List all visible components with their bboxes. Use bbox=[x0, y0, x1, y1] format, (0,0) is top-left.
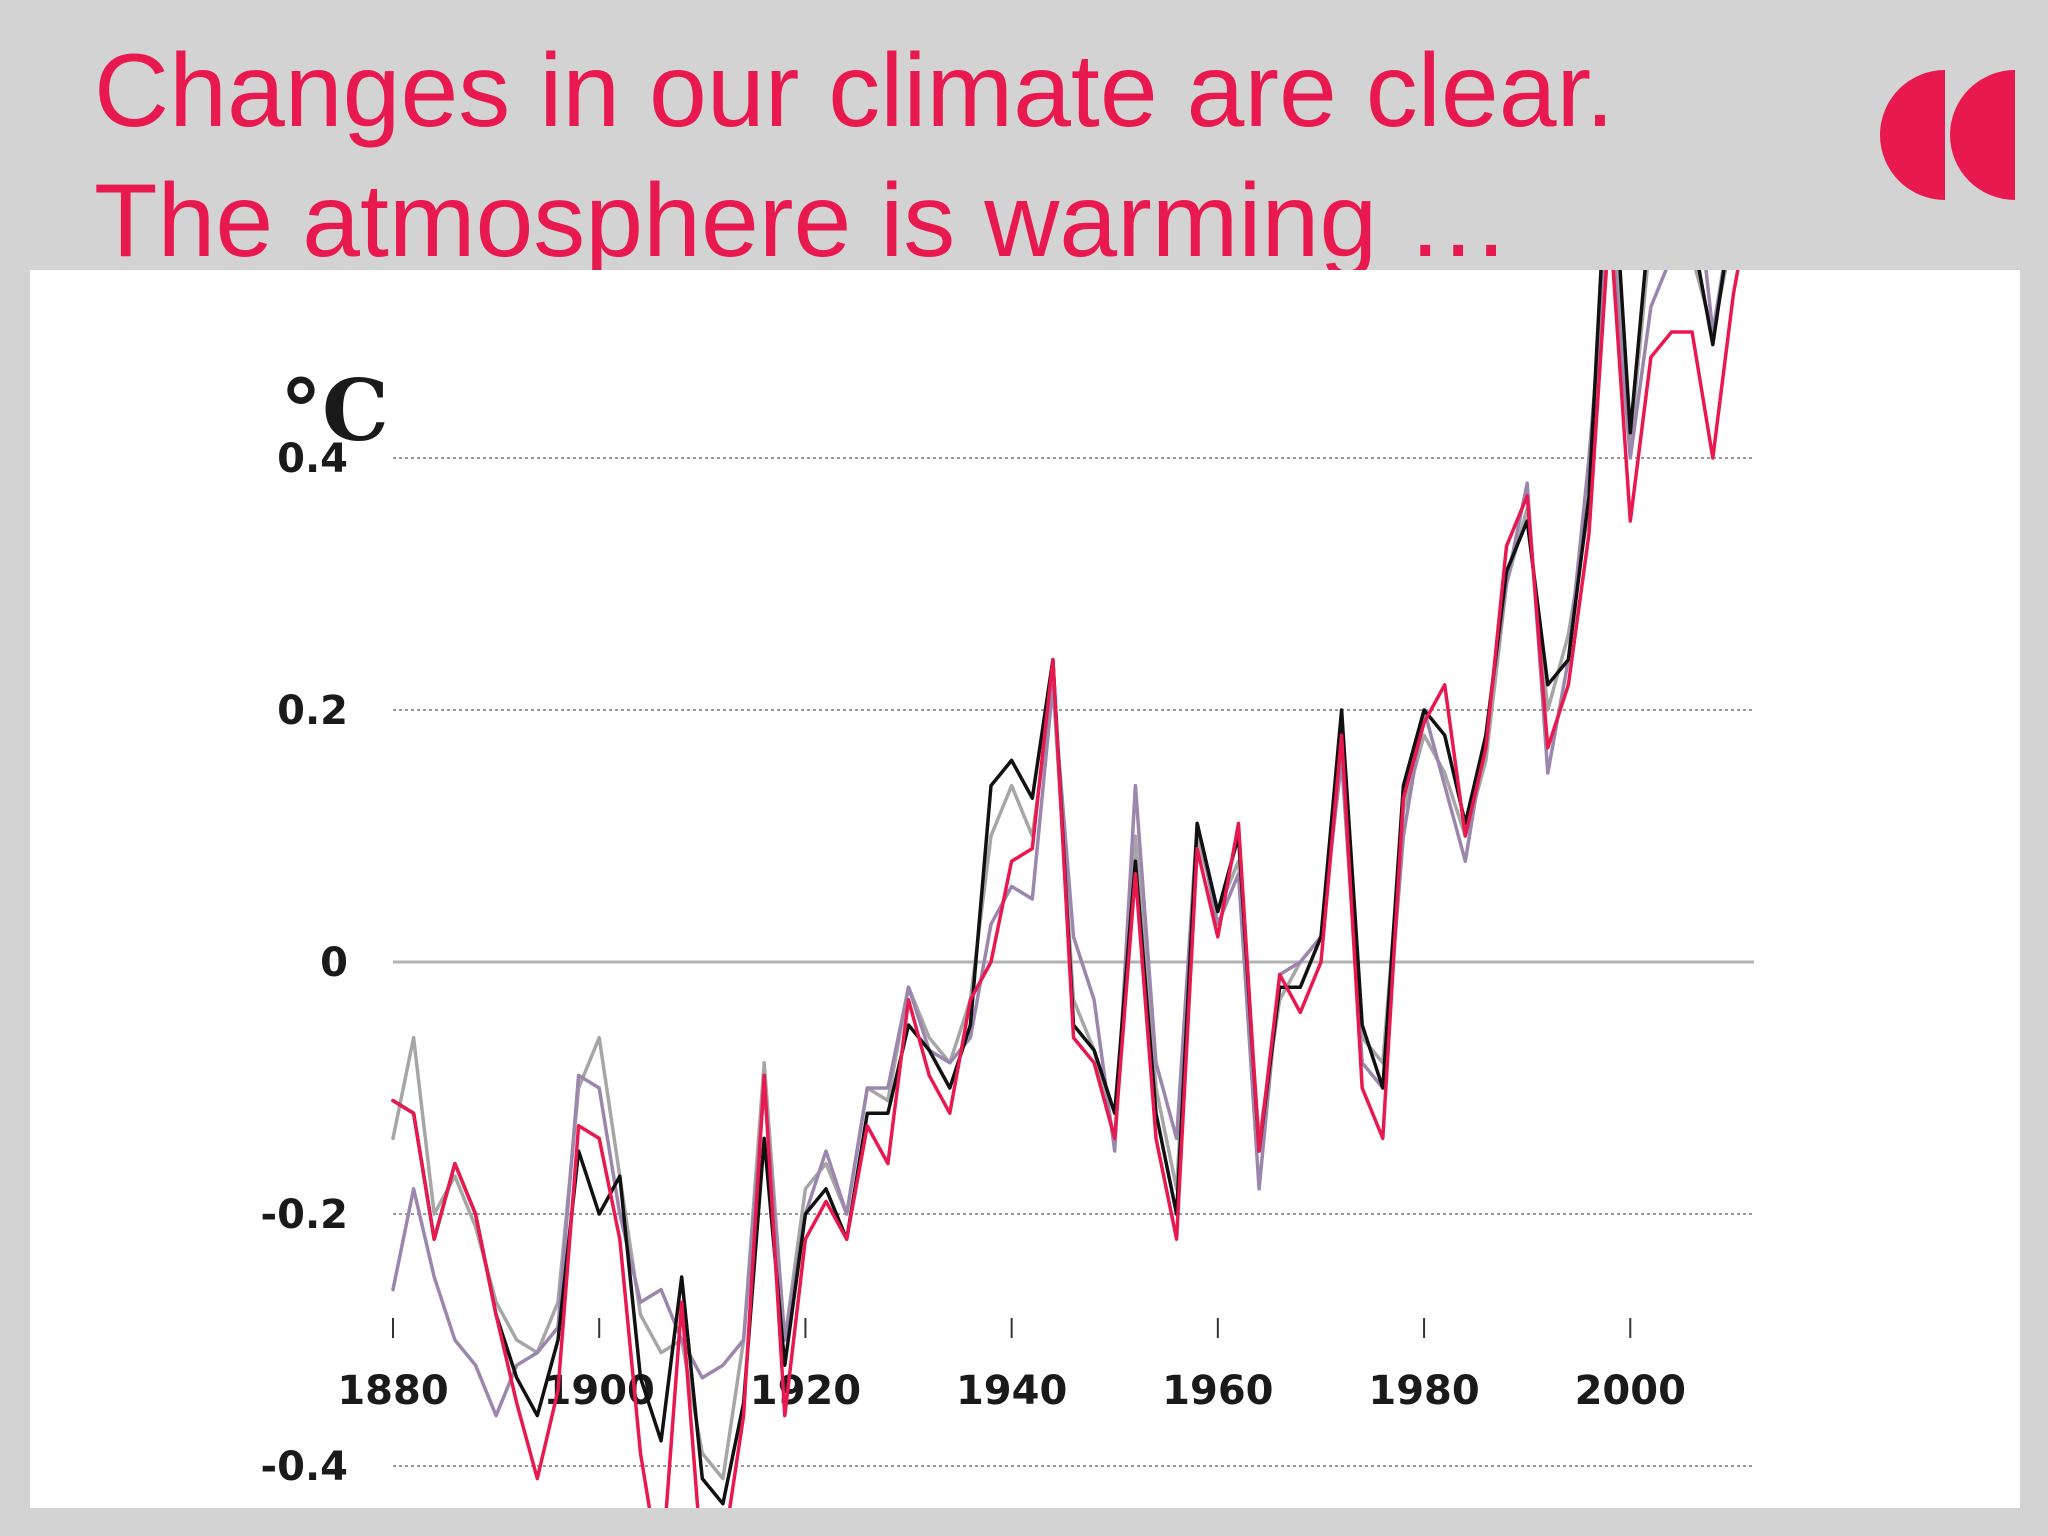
x-tick-label: 1960 bbox=[1162, 1368, 1273, 1414]
logo-right-mark bbox=[1950, 70, 2015, 200]
double-quote-logo-icon bbox=[1880, 70, 2015, 200]
series-line-4 bbox=[391, 270, 1740, 1508]
temperature-chart: °C 0.60.40.20-0.2-0.4 188019001920194019… bbox=[261, 270, 1754, 1508]
x-axis: 1880 1900 1920 1940 1960 1980 2000 bbox=[337, 1318, 1686, 1414]
y-tick-label: 0.2 bbox=[277, 688, 348, 734]
series-line-3 bbox=[391, 270, 1725, 1418]
y-tick-label: -0.4 bbox=[261, 1444, 348, 1490]
y-tick-label: 0.4 bbox=[277, 436, 348, 482]
x-tick-label: 1880 bbox=[337, 1368, 448, 1414]
x-tick-label: 2000 bbox=[1575, 1368, 1686, 1414]
logo-left-mark bbox=[1880, 70, 1945, 200]
series-line-1 bbox=[391, 270, 1726, 1506]
x-tick-label: 1980 bbox=[1368, 1368, 1479, 1414]
x-tick-label: 1940 bbox=[956, 1368, 1067, 1414]
grid-layer bbox=[393, 457, 1754, 1467]
series-line-2 bbox=[391, 270, 1728, 1481]
slide-title-line-2: The atmosphere is warming … bbox=[94, 163, 1511, 279]
x-tick-label: 1920 bbox=[750, 1368, 861, 1414]
series-layer bbox=[391, 270, 1740, 1508]
slide-title: Changes in our climate are clear. The at… bbox=[94, 26, 1614, 286]
chart-panel: °C 0.60.40.20-0.2-0.4 188019001920194019… bbox=[30, 270, 2020, 1508]
y-axis-unit-label: °C bbox=[280, 361, 389, 460]
y-tick-label: -0.2 bbox=[261, 1192, 348, 1238]
y-tick-labels: 0.60.40.20-0.2-0.4 bbox=[261, 436, 348, 1490]
slide-title-line-1: Changes in our climate are clear. bbox=[94, 33, 1615, 149]
y-tick-label: 0 bbox=[320, 940, 348, 986]
